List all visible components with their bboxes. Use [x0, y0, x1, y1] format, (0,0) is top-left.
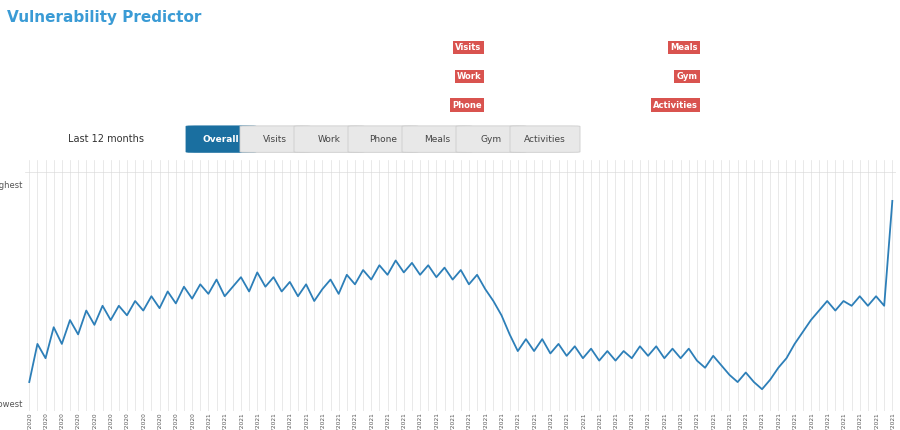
FancyBboxPatch shape: [402, 126, 472, 152]
Text: Imprisonment: Imprisonment: [234, 42, 316, 52]
Text: 24/08/2021 (3 months ago): 24/08/2021 (3 months ago): [486, 72, 616, 80]
Text: 03/10/1984 (37): 03/10/1984 (37): [7, 71, 86, 81]
Text: 19/08/2021 (3 months ago): 19/08/2021 (3 months ago): [702, 43, 832, 52]
Text: Work: Work: [457, 72, 482, 80]
Text: Visits: Visits: [263, 135, 287, 144]
Text: Activities: Activities: [652, 101, 698, 110]
Text: Gym: Gym: [481, 135, 501, 144]
FancyBboxPatch shape: [240, 126, 310, 152]
Text: Phone: Phone: [369, 135, 397, 144]
Text: Gym: Gym: [677, 72, 698, 80]
Text: Visits: Visits: [455, 43, 482, 52]
Text: 26/08/2021 (3 months ago): 26/08/2021 (3 months ago): [486, 101, 616, 110]
Text: Vulnerability Predictor: Vulnerability Predictor: [7, 9, 202, 25]
Text: Work: Work: [318, 135, 340, 144]
Text: ● Calvin Scott: ● Calvin Scott: [7, 42, 91, 52]
Text: Phone: Phone: [452, 101, 482, 110]
FancyBboxPatch shape: [294, 126, 364, 152]
FancyBboxPatch shape: [510, 126, 580, 152]
Text: Test3013: Test3013: [7, 100, 51, 110]
FancyBboxPatch shape: [348, 126, 418, 152]
Text: 09/05/2021 (6 months ago): 09/05/2021 (6 months ago): [702, 72, 832, 80]
Text: Keyworker Not Assigned: Keyworker Not Assigned: [234, 100, 352, 110]
Text: Meals: Meals: [670, 43, 698, 52]
Text: Meals: Meals: [424, 135, 450, 144]
Text: Overall: Overall: [202, 135, 239, 144]
FancyBboxPatch shape: [456, 126, 526, 152]
Text: B4 : 0 - Arrived 14/02/2013 (By 9m): B4 : 0 - Arrived 14/02/2013 (By 9m): [234, 71, 409, 81]
Text: Last 12 months: Last 12 months: [68, 134, 143, 144]
Text: 07/07/2021 (4 months ago): 07/07/2021 (4 months ago): [702, 101, 832, 110]
Text: 17/07/2021 (4 months ago): 17/07/2021 (4 months ago): [486, 43, 616, 52]
Text: Activities: Activities: [524, 135, 566, 144]
FancyBboxPatch shape: [186, 126, 256, 152]
